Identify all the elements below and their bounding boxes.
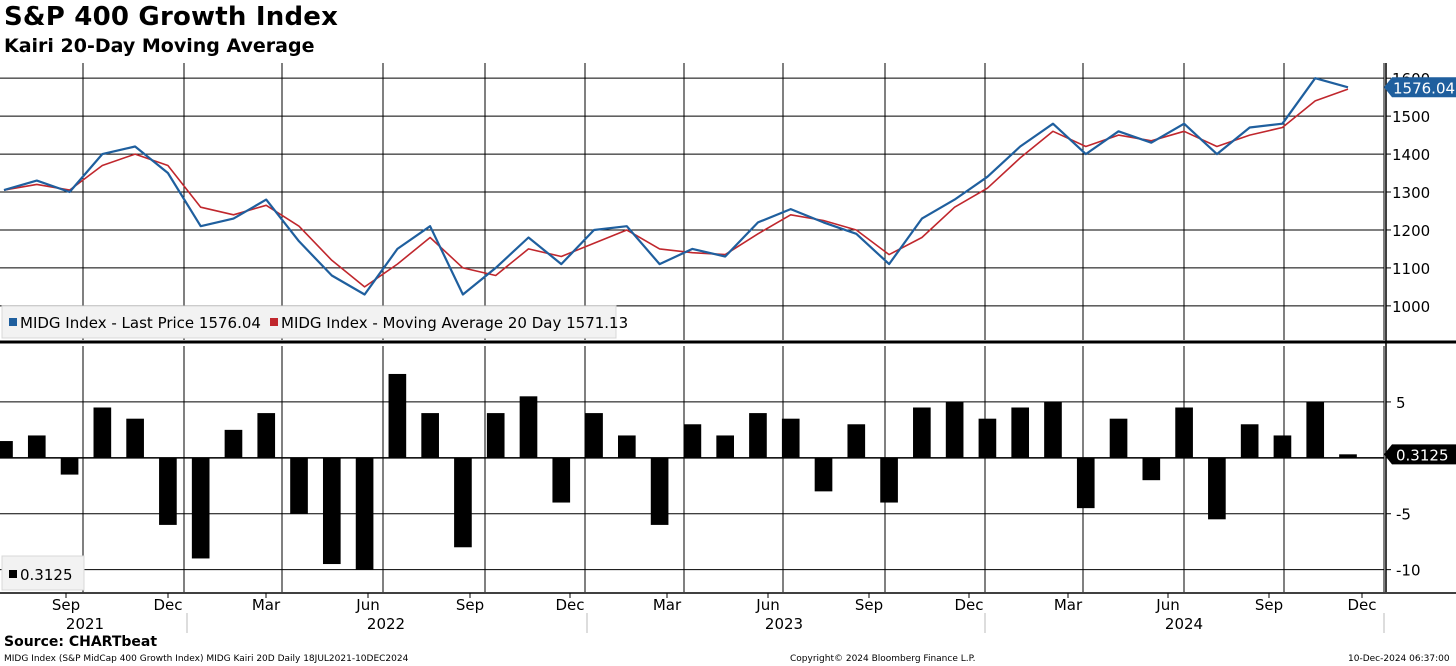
x-year-label: 2023 xyxy=(765,615,803,633)
kairi-bar xyxy=(486,413,505,458)
kairi-bar xyxy=(257,413,276,458)
x-tick-label: Jun xyxy=(1155,596,1179,614)
kairi-bar xyxy=(716,435,734,458)
y-tick-label: 1300 xyxy=(1392,184,1430,202)
kairi-bar xyxy=(749,413,767,458)
kairi-bar xyxy=(1011,407,1030,458)
kairi-bar xyxy=(683,424,702,458)
kairi-bar xyxy=(1240,424,1259,458)
legend-label-ma: MIDG Index - Moving Average 20 Day 1571.… xyxy=(281,314,628,332)
last-price-tag: 1576.04 xyxy=(1384,77,1456,98)
source-label: Source: CHARTbeat xyxy=(4,634,158,650)
y-tick-label: 1500 xyxy=(1392,108,1430,126)
kairi-bar xyxy=(1044,401,1062,458)
y-tick-label: 5 xyxy=(1396,394,1406,412)
x-tick-label: Dec xyxy=(1347,596,1376,614)
kairi-last-tag-label: 0.3125 xyxy=(1396,446,1449,464)
x-tick-label: Dec xyxy=(153,596,182,614)
chart-subtitle: Kairi 20-Day Moving Average xyxy=(4,35,315,57)
kairi-bar xyxy=(93,407,112,458)
legend-box xyxy=(1,305,617,339)
kairi-bar xyxy=(322,457,341,565)
kairi-bar xyxy=(355,457,374,570)
kairi-bar xyxy=(1339,454,1357,458)
kairi-bar xyxy=(552,457,571,503)
kairi-bar xyxy=(814,457,833,492)
legend-swatch-price xyxy=(9,318,17,326)
kairi-bar xyxy=(60,457,79,475)
upper-legend: MIDG Index - Last Price 1576.04 MIDG Inde… xyxy=(1,305,628,339)
y-tick-label: 1200 xyxy=(1392,222,1430,240)
kairi-bar xyxy=(1109,418,1128,458)
kairi-bar xyxy=(191,457,210,559)
kairi-bar xyxy=(1175,407,1193,458)
x-tick-label: Jun xyxy=(755,596,779,614)
y-tick-label: -10 xyxy=(1396,562,1421,580)
kairi-bar xyxy=(880,457,898,503)
y-tick-label: 1100 xyxy=(1392,260,1430,278)
kairi-bar xyxy=(290,457,308,514)
y-tick-label: -5 xyxy=(1396,506,1411,524)
x-year-label: 2024 xyxy=(1165,615,1203,633)
axes: 10001100120013001400150016005-5-101576.0… xyxy=(0,63,1456,633)
x-tick-label: Sep xyxy=(456,596,484,614)
footer-timestamp: 10-Dec-2024 06:37:00 xyxy=(1348,654,1450,664)
kairi-bar xyxy=(1306,401,1325,458)
x-year-label: 2021 xyxy=(66,615,104,633)
kairi-bar xyxy=(781,418,800,458)
kairi-bar xyxy=(650,457,669,525)
x-tick-label: Mar xyxy=(1054,596,1083,614)
kairi-bar xyxy=(585,413,603,458)
kairi-bar xyxy=(224,429,243,458)
kairi-last-tag: 0.3125 xyxy=(1384,444,1456,465)
kairi-bar xyxy=(978,418,997,458)
last-price-line xyxy=(3,77,1349,296)
kairi-bar xyxy=(159,457,177,525)
moving-average-line xyxy=(3,88,1349,288)
x-tick-label: Sep xyxy=(1255,596,1283,614)
kairi-bar xyxy=(1273,435,1292,458)
kairi-bar xyxy=(519,396,538,458)
legend-label-price: MIDG Index - Last Price 1576.04 xyxy=(20,314,261,332)
kairi-last-tag-box xyxy=(1384,444,1456,465)
x-year-label: 2022 xyxy=(367,615,405,633)
kairi-bar xyxy=(0,441,13,458)
x-tick-label: Mar xyxy=(653,596,682,614)
kairi-bar xyxy=(421,413,439,458)
kairi-bar xyxy=(945,401,964,458)
legends: MIDG Index - Last Price 1576.04 MIDG Inde… xyxy=(1,305,628,591)
y-tick-label: 1400 xyxy=(1392,146,1430,164)
last-price-tag-box xyxy=(1384,77,1456,98)
kairi-bar xyxy=(1208,457,1226,520)
kairi-bar xyxy=(847,424,866,458)
kairi-bar xyxy=(388,373,407,458)
x-tick-label: Sep xyxy=(52,596,80,614)
y-tick-label: 1000 xyxy=(1392,298,1430,316)
x-tick-label: Sep xyxy=(855,596,883,614)
footer-copyright: Copyright© 2024 Bloomberg Finance L.P. xyxy=(790,654,976,664)
kairi-bar xyxy=(27,435,46,458)
chart-title: S&P 400 Growth Index xyxy=(4,2,339,32)
kairi-bar xyxy=(618,435,636,458)
price-lines xyxy=(3,77,1349,296)
legend-swatch-kairi xyxy=(9,570,17,578)
lower-legend: 0.3125 xyxy=(1,555,85,591)
x-tick-label: Jun xyxy=(355,596,379,614)
footer-description: MIDG Index (S&P MidCap 400 Growth Index)… xyxy=(4,654,409,664)
kairi-bars xyxy=(0,373,1357,570)
kairi-bar xyxy=(1076,457,1095,509)
last-price-tag-label: 1576.04 xyxy=(1393,79,1455,97)
legend-label-kairi: 0.3125 xyxy=(20,566,73,584)
kairi-bar xyxy=(913,407,931,458)
kairi-bar xyxy=(1142,457,1161,481)
x-tick-label: Dec xyxy=(954,596,983,614)
legend-swatch-ma xyxy=(270,318,278,326)
x-tick-label: Dec xyxy=(555,596,584,614)
kairi-bar xyxy=(454,457,472,548)
kairi-bar xyxy=(126,418,144,458)
x-tick-label: Mar xyxy=(252,596,281,614)
